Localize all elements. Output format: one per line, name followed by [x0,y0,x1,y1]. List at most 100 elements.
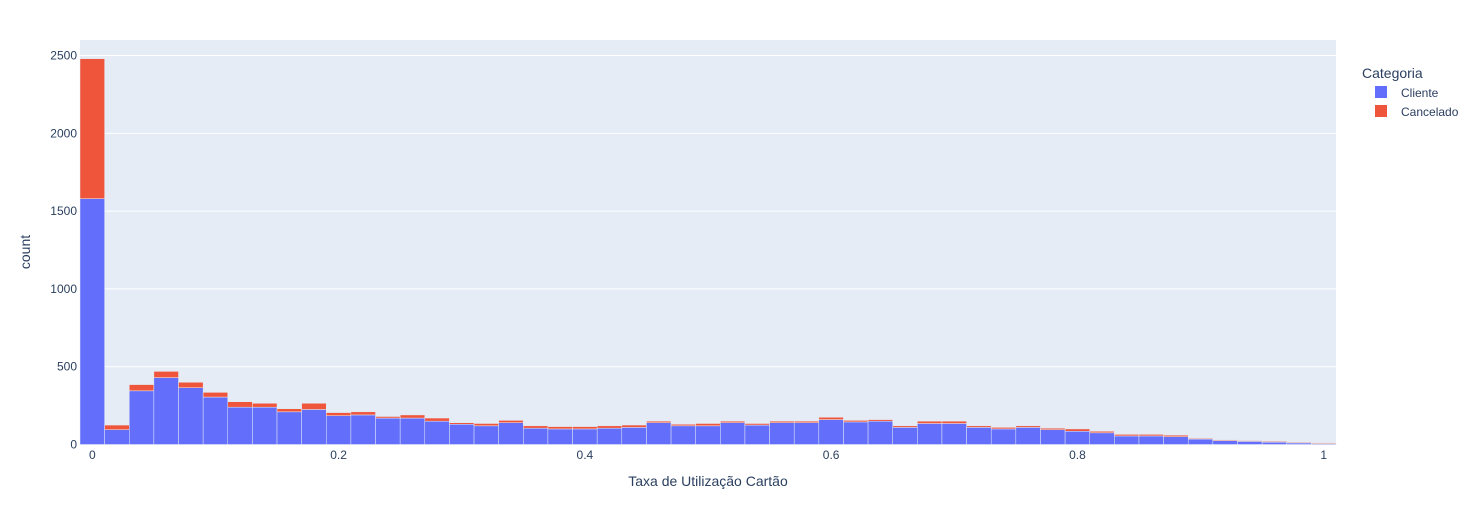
bar-cancelado[interactable] [1261,441,1287,443]
bar-cancelado[interactable] [892,425,918,428]
bar-cliente[interactable] [104,429,130,445]
bar-cliente[interactable] [1064,431,1090,445]
bar-cliente[interactable] [473,425,499,445]
bar-cancelado[interactable] [867,419,893,422]
bar-cancelado[interactable] [252,403,278,408]
bar-cancelado[interactable] [498,420,524,423]
bar-cliente[interactable] [1114,435,1140,445]
bar-cancelado[interactable] [227,401,253,408]
bar-cancelado[interactable] [1015,425,1041,428]
bar-cancelado[interactable] [572,426,598,430]
bar-cancelado[interactable] [79,58,105,199]
bar-cancelado[interactable] [769,420,795,423]
bar-cliente[interactable] [818,419,844,445]
bar-cancelado[interactable] [473,423,499,427]
bar-cancelado[interactable] [621,424,647,428]
bar-cliente[interactable] [547,428,573,445]
bar-cancelado[interactable] [104,424,130,430]
bar-cliente[interactable] [1261,441,1287,445]
bar-cliente[interactable] [572,428,598,445]
bar-cancelado[interactable] [1089,431,1115,434]
bar-cancelado[interactable] [917,420,943,424]
bar-cancelado[interactable] [1138,434,1164,437]
bar-cancelado[interactable] [301,403,327,410]
bar-cliente[interactable] [744,424,770,445]
bar-cliente[interactable] [646,422,672,445]
bar-cancelado[interactable] [399,414,426,419]
bar-cliente[interactable] [523,427,549,445]
bar-cancelado[interactable] [818,417,844,420]
bar-cliente[interactable] [326,415,352,445]
bar-cancelado[interactable] [744,423,770,426]
bar-cliente[interactable] [276,411,302,445]
bar-cancelado[interactable] [523,425,549,429]
bar-cliente[interactable] [867,420,893,445]
bar-cliente[interactable] [596,427,623,445]
bar-cliente[interactable] [178,387,204,445]
bar-cliente[interactable] [1163,436,1189,445]
bar-cancelado[interactable] [1163,434,1189,437]
bar-cancelado[interactable] [1286,441,1312,444]
bar-cliente[interactable] [695,425,721,445]
bar-cancelado[interactable] [178,382,204,388]
bar-cancelado[interactable] [202,392,229,398]
bar-cliente[interactable] [449,424,475,445]
bar-cliente[interactable] [917,423,943,445]
bar-cancelado[interactable] [793,420,820,423]
bar-cancelado[interactable] [596,425,623,429]
bar-cliente[interactable] [252,406,278,445]
bar-cancelado[interactable] [153,371,179,378]
bar-cancelado[interactable] [670,424,696,427]
bar-cliente[interactable] [1040,429,1066,445]
bar-cliente[interactable] [301,409,327,445]
bar-cancelado[interactable] [941,420,967,424]
bar-cancelado[interactable] [1237,440,1263,442]
bar-cliente[interactable] [843,421,869,445]
bar-cancelado[interactable] [129,384,155,392]
bar-cliente[interactable] [1089,432,1115,445]
bar-cancelado[interactable] [1064,428,1090,432]
bar-cancelado[interactable] [720,420,746,423]
bar-cliente[interactable] [1237,441,1263,445]
bar-cancelado[interactable] [1114,434,1140,437]
bar-cancelado[interactable] [966,425,992,428]
bar-cliente[interactable] [720,422,746,445]
bar-cliente[interactable] [129,390,155,445]
bar-cliente[interactable] [892,427,918,445]
bar-cliente[interactable] [399,417,426,445]
bar-cliente[interactable] [966,427,992,445]
bar-cliente[interactable] [670,425,696,445]
bar-cliente[interactable] [1138,435,1164,445]
bar-cliente[interactable] [79,198,105,445]
legend-item-cancelado[interactable]: Cancelado [1375,105,1459,119]
bar-cancelado[interactable] [449,422,475,425]
bar-cliente[interactable] [793,422,820,445]
bar-cancelado[interactable] [326,412,352,416]
bar-cancelado[interactable] [424,417,450,422]
bar-cancelado[interactable] [276,408,302,413]
bar-cancelado[interactable] [843,420,869,423]
bar-cancelado[interactable] [547,426,573,430]
legend-item-cliente[interactable]: Cliente [1375,86,1439,100]
bar-cliente[interactable] [350,414,376,445]
bar-cancelado[interactable] [990,427,1017,430]
bar-cancelado[interactable] [695,423,721,427]
bars[interactable] [79,58,1337,445]
bar-cancelado[interactable] [1212,439,1238,441]
bar-cliente[interactable] [990,428,1017,445]
bar-cliente[interactable] [1187,438,1214,445]
bar-cliente[interactable] [769,422,795,445]
bar-cliente[interactable] [621,427,647,445]
bar-cancelado[interactable] [646,420,672,423]
bar-cliente[interactable] [498,422,524,445]
bar-cancelado[interactable] [1311,442,1337,444]
bar-cliente[interactable] [375,417,401,445]
bar-cliente[interactable] [1015,427,1041,445]
bar-cancelado[interactable] [1040,427,1066,430]
bar-cancelado[interactable] [350,411,376,416]
bar-cancelado[interactable] [375,416,401,419]
bar-cancelado[interactable] [1187,438,1214,440]
bar-cliente[interactable] [941,423,967,445]
bar-cliente[interactable] [1212,440,1238,445]
bar-cliente[interactable] [424,420,450,445]
